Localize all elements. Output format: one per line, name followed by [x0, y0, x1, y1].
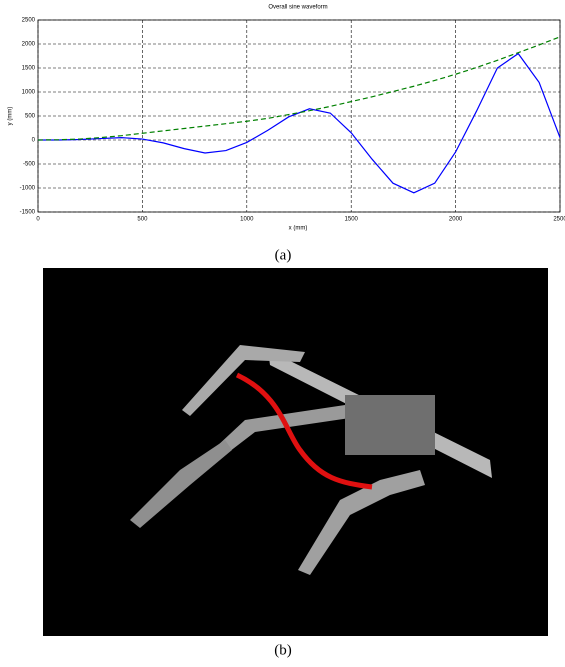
y-tick-label: -500	[23, 162, 36, 168]
x-axis-label: x (mm)	[289, 226, 308, 232]
chart-title: Overall sine waveform	[268, 5, 327, 11]
x-tick-label: 500	[137, 217, 148, 223]
data-line	[37, 36, 561, 141]
y-tick-label: 2000	[22, 42, 36, 48]
robot-electronics	[345, 395, 435, 455]
y-tick-label: -1500	[20, 210, 36, 216]
y-tick-label: 2500	[22, 18, 36, 24]
x-tick-label: 2500	[553, 217, 565, 223]
x-tick-label: 0	[36, 217, 40, 223]
caption: (a)	[275, 247, 292, 263]
y-tick-label: 0	[32, 138, 36, 144]
data-line	[38, 52, 561, 194]
x-tick-label: 2000	[449, 217, 463, 223]
y-tick-label: -1000	[20, 186, 36, 192]
y-tick-label: 1000	[22, 90, 36, 96]
y-tick-label: 1500	[22, 66, 36, 72]
y-axis-label: y (mm)	[8, 107, 14, 126]
y-tick-label: 500	[25, 114, 36, 120]
robot-leg	[182, 345, 305, 416]
caption: (b)	[274, 642, 292, 658]
robot-leg	[298, 470, 425, 575]
x-tick-label: 1000	[240, 217, 254, 223]
photo	[43, 268, 548, 636]
robot-leg	[215, 405, 350, 455]
x-tick-label: 1500	[345, 217, 359, 223]
robot-leg	[130, 440, 232, 528]
red-curve	[235, 372, 373, 490]
